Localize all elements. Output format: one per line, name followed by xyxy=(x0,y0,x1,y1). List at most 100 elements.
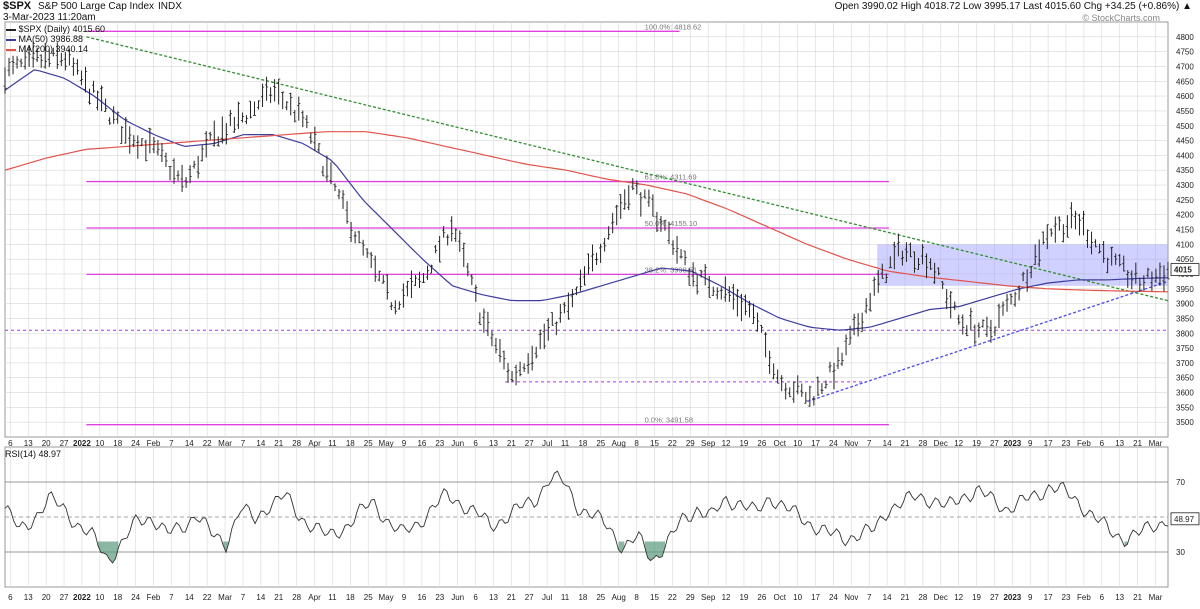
y-tick-label: 4500 xyxy=(1176,122,1194,131)
rsi-x-tick-label: Dec xyxy=(934,593,948,602)
x-tick-label: 19 xyxy=(972,439,981,448)
x-tick-label: 12 xyxy=(954,439,963,448)
rsi-x-tick-label: 22 xyxy=(203,593,212,602)
x-tick-label: 18 xyxy=(346,439,355,448)
rsi-x-tick-label: May xyxy=(379,593,394,602)
rsi-x-tick-label: 13 xyxy=(24,593,33,602)
rsi-x-tick-label: Sep xyxy=(701,593,716,602)
y-tick-label: 3650 xyxy=(1176,374,1194,383)
fib-level-label: 100.0%: 4818.62 xyxy=(645,22,702,31)
x-tick-label: 7 xyxy=(867,439,872,448)
y-tick-label: 3550 xyxy=(1176,403,1194,412)
rsi-x-tick-label: 24 xyxy=(131,593,140,602)
x-tick-label: 6 xyxy=(473,439,478,448)
rsi-x-tick-label: 12 xyxy=(722,593,731,602)
rsi-x-tick-label: 18 xyxy=(346,593,355,602)
rsi-x-tick-label: 16 xyxy=(417,593,426,602)
x-tick-label: 21 xyxy=(901,439,910,448)
x-tick-label: Oct xyxy=(774,439,787,448)
y-tick-label: 4550 xyxy=(1176,107,1194,116)
rsi-x-tick-label: 23 xyxy=(1062,593,1071,602)
x-tick-label: Jun xyxy=(451,439,464,448)
x-tick-label: 14 xyxy=(883,439,892,448)
y-tick-label: 4250 xyxy=(1176,196,1194,205)
x-tick-label: 9 xyxy=(402,439,407,448)
y-tick-label: 4050 xyxy=(1176,255,1194,264)
x-tick-label: 21 xyxy=(507,439,516,448)
rsi-oversold-fill xyxy=(1124,541,1128,547)
rsi-x-tick-label: 2023 xyxy=(1003,593,1021,602)
index-name: S&P 500 Large Cap Index xyxy=(38,1,155,12)
x-tick-label: 17 xyxy=(1044,439,1053,448)
x-tick-label: 27 xyxy=(990,439,999,448)
rsi-x-tick-label: 18 xyxy=(113,593,122,602)
y-tick-label: 3750 xyxy=(1176,344,1194,353)
rsi-x-tick-label: Apr xyxy=(308,593,321,602)
x-tick-label: 19 xyxy=(739,439,748,448)
x-tick-label: 11 xyxy=(561,439,570,448)
x-tick-label: Mar xyxy=(1149,439,1163,448)
x-tick-label: Feb xyxy=(1077,439,1091,448)
legend-price-label: $SPX (Daily) 4015.60 xyxy=(18,24,106,34)
rsi-x-tick-label: 23 xyxy=(435,593,444,602)
x-tick-label: 23 xyxy=(435,439,444,448)
x-tick-label: 14 xyxy=(256,439,265,448)
x-tick-label: 27 xyxy=(525,439,534,448)
rsi-x-tick-label: 22 xyxy=(668,593,677,602)
x-tick-label: 24 xyxy=(829,439,838,448)
rsi-x-tick-label: 7 xyxy=(241,593,246,602)
rsi-legend: RSI(14) 48.97 xyxy=(5,449,62,459)
watermark: © StockCharts.com xyxy=(1082,13,1160,23)
x-tick-label: 28 xyxy=(918,439,927,448)
rsi-oversold-fill xyxy=(644,541,665,561)
rsi-x-tick-label: 25 xyxy=(596,593,605,602)
rsi-x-tick-label: 20 xyxy=(42,593,51,602)
fib-level-label: 61.8%: 4311.69 xyxy=(645,173,697,182)
x-tick-label: 13 xyxy=(24,439,33,448)
x-tick-label: 7 xyxy=(241,439,246,448)
uptrend-trendline xyxy=(807,280,1169,403)
x-tick-label: May xyxy=(379,439,394,448)
y-tick-label: 4100 xyxy=(1176,240,1194,249)
fib-level-label: 38.2%: 3998.51 xyxy=(645,265,698,274)
rsi-x-tick-label: Feb xyxy=(1077,593,1091,602)
x-tick-label: 28 xyxy=(292,439,301,448)
x-tick-label: 13 xyxy=(1115,439,1124,448)
rsi-tick-label: 30 xyxy=(1176,548,1185,557)
rsi-x-tick-label: 8 xyxy=(634,593,639,602)
rsi-x-tick-label: 14 xyxy=(256,593,265,602)
x-tick-label: 21 xyxy=(274,439,283,448)
rsi-x-tick-label: 25 xyxy=(364,593,373,602)
rsi-x-tick-label: Nov xyxy=(844,593,858,602)
rsi-x-tick-label: 7 xyxy=(169,593,174,602)
y-tick-label: 4200 xyxy=(1176,211,1194,220)
rsi-x-tick-label: 14 xyxy=(185,593,194,602)
ma200-line xyxy=(4,131,1169,293)
fib-level-label: 50.0%: 4155.10 xyxy=(645,219,698,228)
x-tick-label: 10 xyxy=(95,439,104,448)
last-price-box xyxy=(1170,263,1200,276)
legend-price: $SPX (Daily) 4015.60 xyxy=(6,24,105,34)
legend-ma50-label: MA(50) 3986.88 xyxy=(18,34,84,44)
symbol: $SPX xyxy=(3,0,32,12)
y-tick-label: 3500 xyxy=(1176,418,1194,427)
rsi-x-tick-label: 10 xyxy=(95,593,104,602)
rsi-x-tick-label: Jun xyxy=(451,593,464,602)
rsi-x-tick-label: 6 xyxy=(1100,593,1105,602)
legend-ma50-swatch xyxy=(6,38,16,41)
rsi-x-tick-label: 27 xyxy=(525,593,534,602)
last-price-label: 4015 xyxy=(1174,266,1192,275)
x-tick-label: Mar xyxy=(218,439,232,448)
y-tick-label: 4450 xyxy=(1176,137,1194,146)
y-tick-label: 4350 xyxy=(1176,166,1194,175)
rsi-x-tick-label: 6 xyxy=(8,593,13,602)
y-tick-label: 3950 xyxy=(1176,285,1194,294)
rsi-x-tick-label: 14 xyxy=(883,593,892,602)
legend-price-swatch xyxy=(6,28,16,31)
rsi-oversold-fill xyxy=(223,541,229,553)
y-tick-label: 4750 xyxy=(1176,48,1194,57)
rsi-x-tick-label: 13 xyxy=(489,593,498,602)
y-tick-label: 4600 xyxy=(1176,92,1194,101)
y-tick-label: 3850 xyxy=(1176,314,1194,323)
